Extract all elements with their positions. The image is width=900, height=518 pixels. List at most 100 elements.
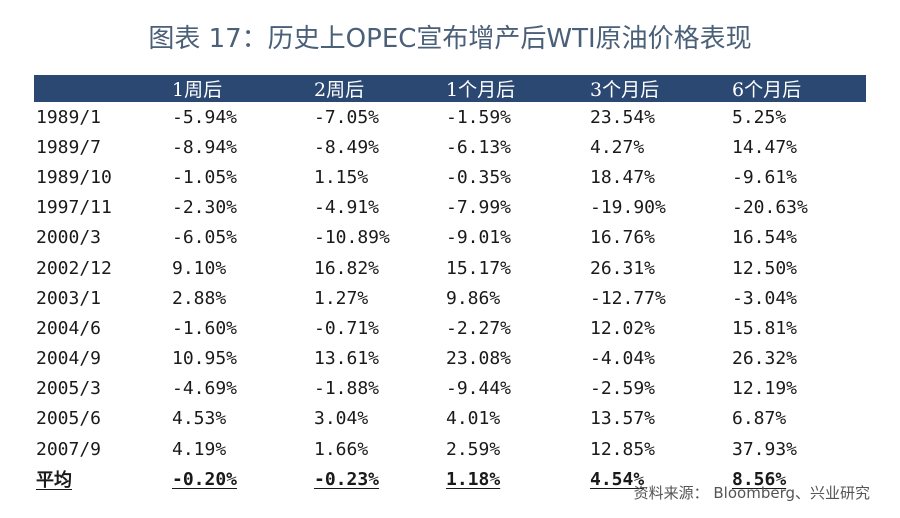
value-cell: 23.08%	[446, 348, 512, 370]
value-cell: 16.54%	[732, 227, 798, 249]
column-header: 6个月后	[732, 79, 802, 101]
row-date-cell: 2007/9	[36, 438, 102, 460]
column-header: 3个月后	[590, 79, 660, 101]
value-cell: -9.61%	[732, 166, 798, 188]
value-cell: -0.35%	[446, 166, 512, 188]
value-cell: -2.59%	[590, 378, 656, 400]
value-cell: 14.47%	[732, 136, 798, 158]
row-date-cell: 2004/9	[36, 348, 102, 370]
column-header: 1个月后	[446, 79, 516, 101]
table-header-row: 1周后 2周后 1个月后 3个月后 6个月后	[34, 75, 866, 102]
value-cell: 4.19%	[172, 438, 227, 460]
value-cell: -3.04%	[732, 287, 798, 309]
value-cell: 10.95%	[172, 348, 238, 370]
value-cell: 12.19%	[732, 378, 798, 400]
value-cell: -10.89%	[314, 227, 390, 249]
table-row: 2005/6 4.53% 3.04% 4.01% 13.57% 6.87%	[34, 404, 866, 434]
value-cell: 1.15%	[314, 166, 369, 188]
average-text: 1.18%	[446, 468, 501, 490]
value-cell: 16.76%	[590, 227, 656, 249]
value-cell: -6.13%	[446, 136, 512, 158]
chart-title: 图表 17：历史上OPEC宣布增产后WTI原油价格表现	[148, 24, 752, 54]
value-cell: -7.99%	[446, 197, 512, 219]
row-date-cell: 1989/10	[36, 166, 112, 188]
table-row: 2000/3 -6.05% -10.89% -9.01% 16.76% 16.54%	[34, 223, 866, 253]
average-text: -0.23%	[314, 468, 380, 490]
row-date-cell: 1989/1	[36, 106, 102, 128]
value-cell: -7.05%	[314, 106, 380, 128]
value-cell: -5.94%	[172, 106, 238, 128]
table-row: 2003/1 2.88% 1.27% 9.86% -12.77% -3.04%	[34, 283, 866, 313]
value-cell: 2.59%	[446, 438, 501, 460]
value-cell: 23.54%	[590, 106, 656, 128]
average-value-cell: 1.18%	[444, 464, 588, 494]
table-body: 1989/1 -5.94% -7.05% -1.59% 23.54% 5.25% 1989/…	[34, 102, 866, 494]
value-cell: 2.88%	[172, 287, 227, 309]
value-cell: 13.57%	[590, 408, 656, 430]
table-row: 1989/1 -5.94% -7.05% -1.59% 23.54% 5.25%	[34, 102, 866, 132]
row-date-cell: 2002/12	[36, 257, 112, 279]
value-cell: -19.90%	[590, 197, 666, 219]
row-date-cell: 2004/6	[36, 317, 102, 339]
table-row: 1997/11 -2.30% -4.91% -7.99% -19.90% -20.63%	[34, 193, 866, 223]
value-cell: -12.77%	[590, 287, 666, 309]
value-cell: 9.86%	[446, 287, 501, 309]
value-cell: 12.50%	[732, 257, 798, 279]
value-cell: -8.94%	[172, 136, 238, 158]
average-text: 平均	[36, 470, 72, 492]
value-cell: 9.10%	[172, 257, 227, 279]
table-row: 1989/7 -8.94% -8.49% -6.13% 4.27% 14.47%	[34, 132, 866, 162]
average-value-cell: 8.56%	[730, 464, 866, 494]
value-cell: 1.27%	[314, 287, 369, 309]
value-cell: 3.04%	[314, 408, 369, 430]
average-text: -0.20%	[172, 468, 238, 490]
value-cell: 12.85%	[590, 438, 656, 460]
value-cell: 12.02%	[590, 317, 656, 339]
column-header: 1周后	[172, 79, 223, 101]
value-cell: 6.87%	[732, 408, 787, 430]
average-value-cell: -0.23%	[312, 464, 444, 494]
table-row: 2007/9 4.19% 1.66% 2.59% 12.85% 37.93%	[34, 434, 866, 464]
value-cell: -9.01%	[446, 227, 512, 249]
value-cell: 4.01%	[446, 408, 501, 430]
value-cell: 15.81%	[732, 317, 798, 339]
value-cell: -1.59%	[446, 106, 512, 128]
value-cell: -1.60%	[172, 317, 238, 339]
value-cell: 26.31%	[590, 257, 656, 279]
wti-performance-table: 1周后 2周后 1个月后 3个月后 6个月后 1989/1 -5.94% -7.05% -1.…	[34, 75, 866, 494]
average-text: 8.56%	[732, 468, 787, 490]
value-cell: -2.30%	[172, 197, 238, 219]
value-cell: -8.49%	[314, 136, 380, 158]
value-cell: 15.17%	[446, 257, 512, 279]
row-date-cell: 2000/3	[36, 227, 102, 249]
value-cell: -0.71%	[314, 317, 380, 339]
column-header	[34, 75, 170, 102]
value-cell: -9.44%	[446, 378, 512, 400]
value-cell: -2.27%	[446, 317, 512, 339]
value-cell: -4.04%	[590, 348, 656, 370]
average-value-cell: 4.54%	[588, 464, 730, 494]
value-cell: -20.63%	[732, 197, 808, 219]
value-cell: 1.66%	[314, 438, 369, 460]
table-row: 2004/9 10.95% 13.61% 23.08% -4.04% 26.32%	[34, 344, 866, 374]
value-cell: -1.05%	[172, 166, 238, 188]
source-note: 资料来源： Bloomberg、兴业研究	[633, 484, 870, 502]
table-row: 2004/6 -1.60% -0.71% -2.27% 12.02% 15.81%	[34, 313, 866, 343]
value-cell: -4.91%	[314, 197, 380, 219]
value-cell: 18.47%	[590, 166, 656, 188]
value-cell: -6.05%	[172, 227, 238, 249]
row-date-cell: 2005/6	[36, 408, 102, 430]
average-text: 4.54%	[590, 468, 645, 490]
value-cell: 13.61%	[314, 348, 380, 370]
value-cell: -4.69%	[172, 378, 238, 400]
value-cell: 16.82%	[314, 257, 380, 279]
average-value-cell: -0.20%	[170, 464, 312, 494]
column-header: 2周后	[314, 79, 365, 101]
table-row: 1989/10 -1.05% 1.15% -0.35% 18.47% -9.61%	[34, 162, 866, 192]
value-cell: 37.93%	[732, 438, 798, 460]
row-date-cell: 1989/7	[36, 136, 102, 158]
average-row: 平均 -0.20% -0.23% 1.18% 4.54% 8.56%	[34, 464, 866, 494]
row-date-cell: 2003/1	[36, 287, 102, 309]
average-label-cell: 平均	[34, 464, 170, 494]
row-date-cell: 1997/11	[36, 197, 112, 219]
